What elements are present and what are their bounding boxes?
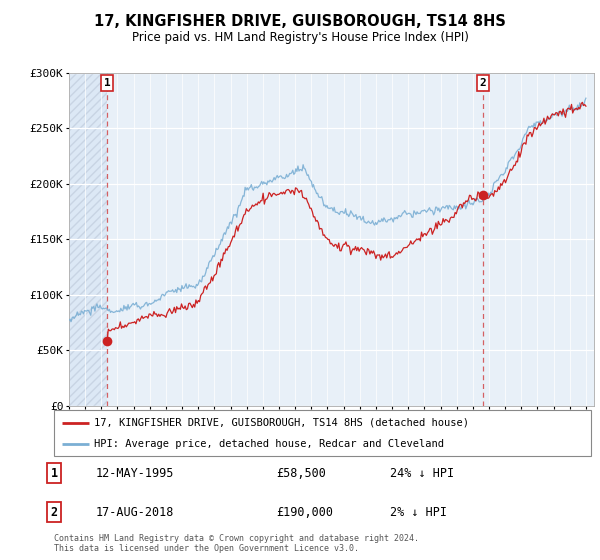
Text: 2: 2: [479, 78, 486, 88]
Text: 17, KINGFISHER DRIVE, GUISBOROUGH, TS14 8HS (detached house): 17, KINGFISHER DRIVE, GUISBOROUGH, TS14 …: [94, 418, 469, 428]
Text: 2% ↓ HPI: 2% ↓ HPI: [390, 506, 447, 519]
Bar: [69, 73, 107, 406]
Text: 17-AUG-2018: 17-AUG-2018: [96, 506, 175, 519]
FancyBboxPatch shape: [54, 410, 591, 456]
Text: £190,000: £190,000: [276, 506, 333, 519]
Text: £58,500: £58,500: [276, 466, 326, 480]
Text: 1: 1: [50, 466, 58, 480]
Text: HPI: Average price, detached house, Redcar and Cleveland: HPI: Average price, detached house, Redc…: [94, 439, 444, 449]
Text: Contains HM Land Registry data © Crown copyright and database right 2024.
This d: Contains HM Land Registry data © Crown c…: [54, 534, 419, 553]
Text: 2: 2: [50, 506, 58, 519]
Text: Price paid vs. HM Land Registry's House Price Index (HPI): Price paid vs. HM Land Registry's House …: [131, 31, 469, 44]
Text: 24% ↓ HPI: 24% ↓ HPI: [390, 466, 454, 480]
Text: 17, KINGFISHER DRIVE, GUISBOROUGH, TS14 8HS: 17, KINGFISHER DRIVE, GUISBOROUGH, TS14 …: [94, 14, 506, 29]
Text: 12-MAY-1995: 12-MAY-1995: [96, 466, 175, 480]
Text: 1: 1: [104, 78, 110, 88]
